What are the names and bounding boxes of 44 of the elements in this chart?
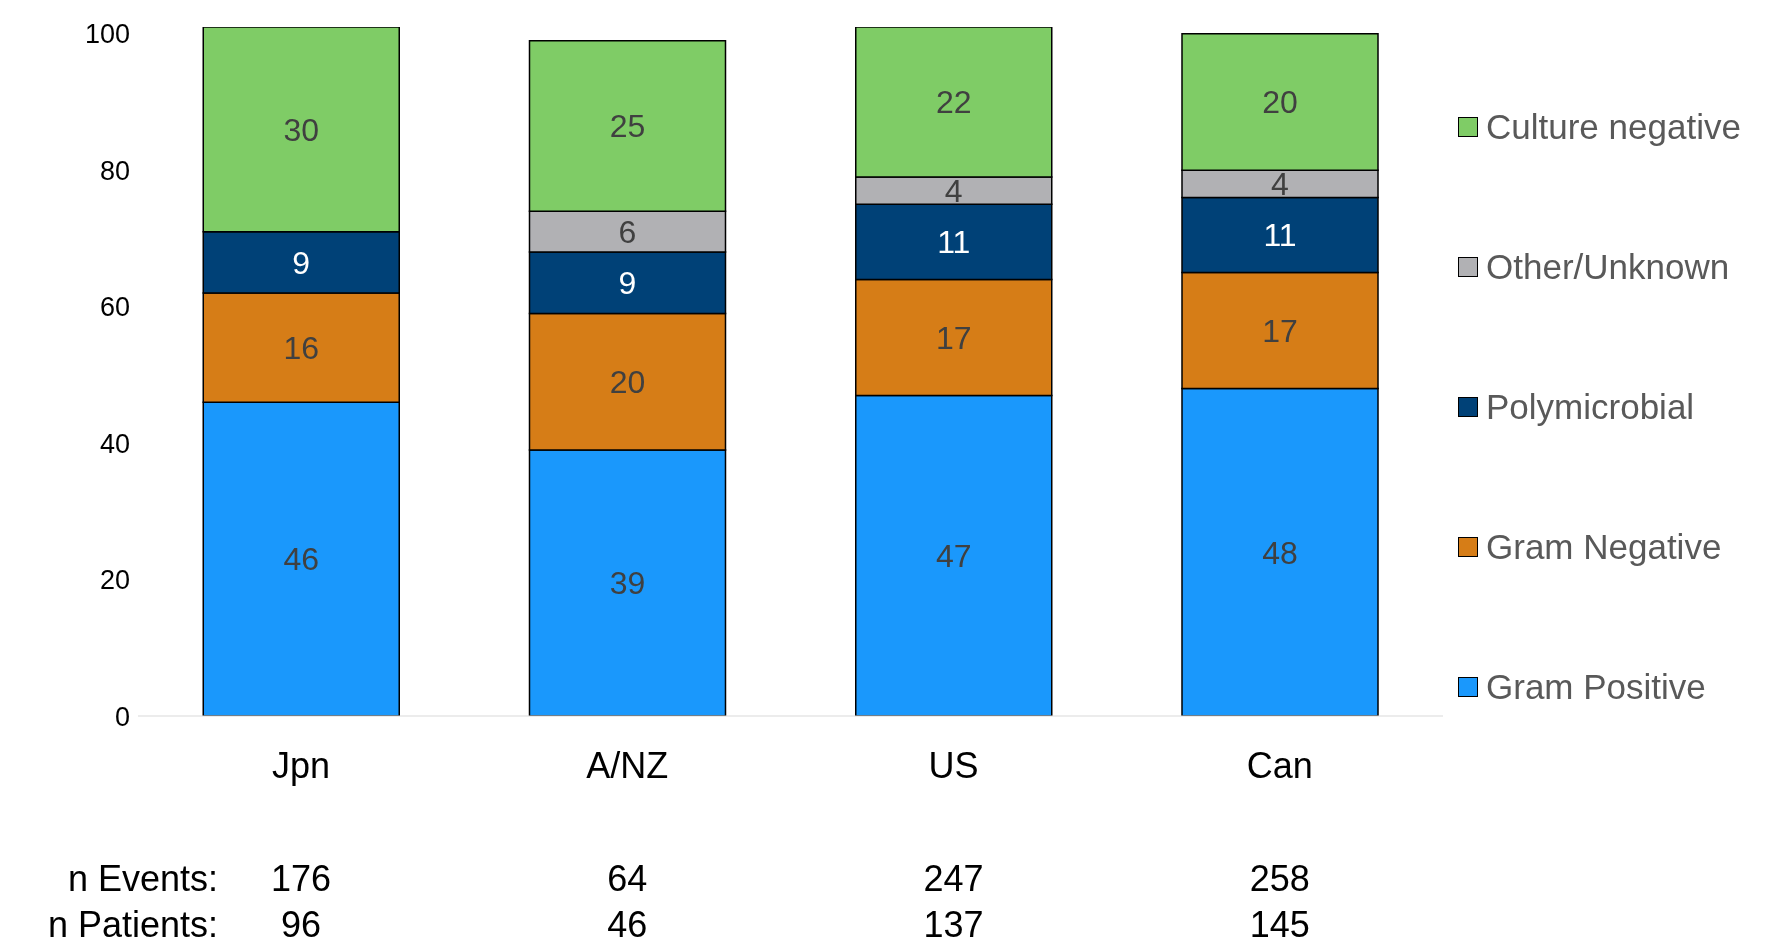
text: 137 [922,904,985,940]
data-label: 9 [618,265,637,302]
data-label: 39 [609,565,646,602]
x-tick-label: Can [1246,744,1313,786]
text: 145 [1248,904,1311,940]
data-label: 17 [935,319,972,356]
text: n Patients: [47,904,218,940]
data-label: 16 [283,329,320,366]
data-label: 46 [283,541,320,578]
legend-label: Gram Negative [1486,527,1722,567]
legend-label: Other/Unknown [1486,247,1730,287]
x-tick-label: US [928,744,979,786]
data-label: 20 [609,364,646,401]
text: 46 [606,904,649,940]
legend-label: Culture negative [1486,107,1741,147]
y-tick-label: 0 [114,701,130,732]
y-tick-label: 100 [84,19,130,50]
data-label: 30 [283,111,320,148]
data-label: 11 [937,224,971,261]
data-label: 4 [1271,166,1289,203]
data-label: 17 [1262,312,1298,349]
data-label: 25 [609,108,646,145]
data-label: 6 [618,214,637,251]
legend-label: Gram Positive [1486,667,1706,707]
data-label: 20 [1262,84,1298,121]
data-label: 4 [944,173,963,210]
text: 247 [922,858,985,900]
text: 64 [606,858,649,900]
data-label: 9 [292,244,311,281]
text: 176 [271,858,332,899]
data-label: 22 [935,84,972,121]
x-tick-label: A/NZ [586,744,669,786]
y-tick-label: 80 [99,155,130,186]
data-label: 48 [1262,534,1298,571]
y-tick-label: 20 [99,565,130,596]
data-label: 47 [935,538,972,575]
text: 96 [281,904,322,940]
data-label: 11 [1263,217,1297,254]
text: n Events: [67,858,218,900]
text: 258 [1248,858,1311,900]
x-tick-label: Jpn [272,744,331,786]
y-tick-label: 40 [99,428,130,459]
y-tick-label: 60 [99,292,130,323]
legend-label: Polymicrobial [1486,387,1695,427]
